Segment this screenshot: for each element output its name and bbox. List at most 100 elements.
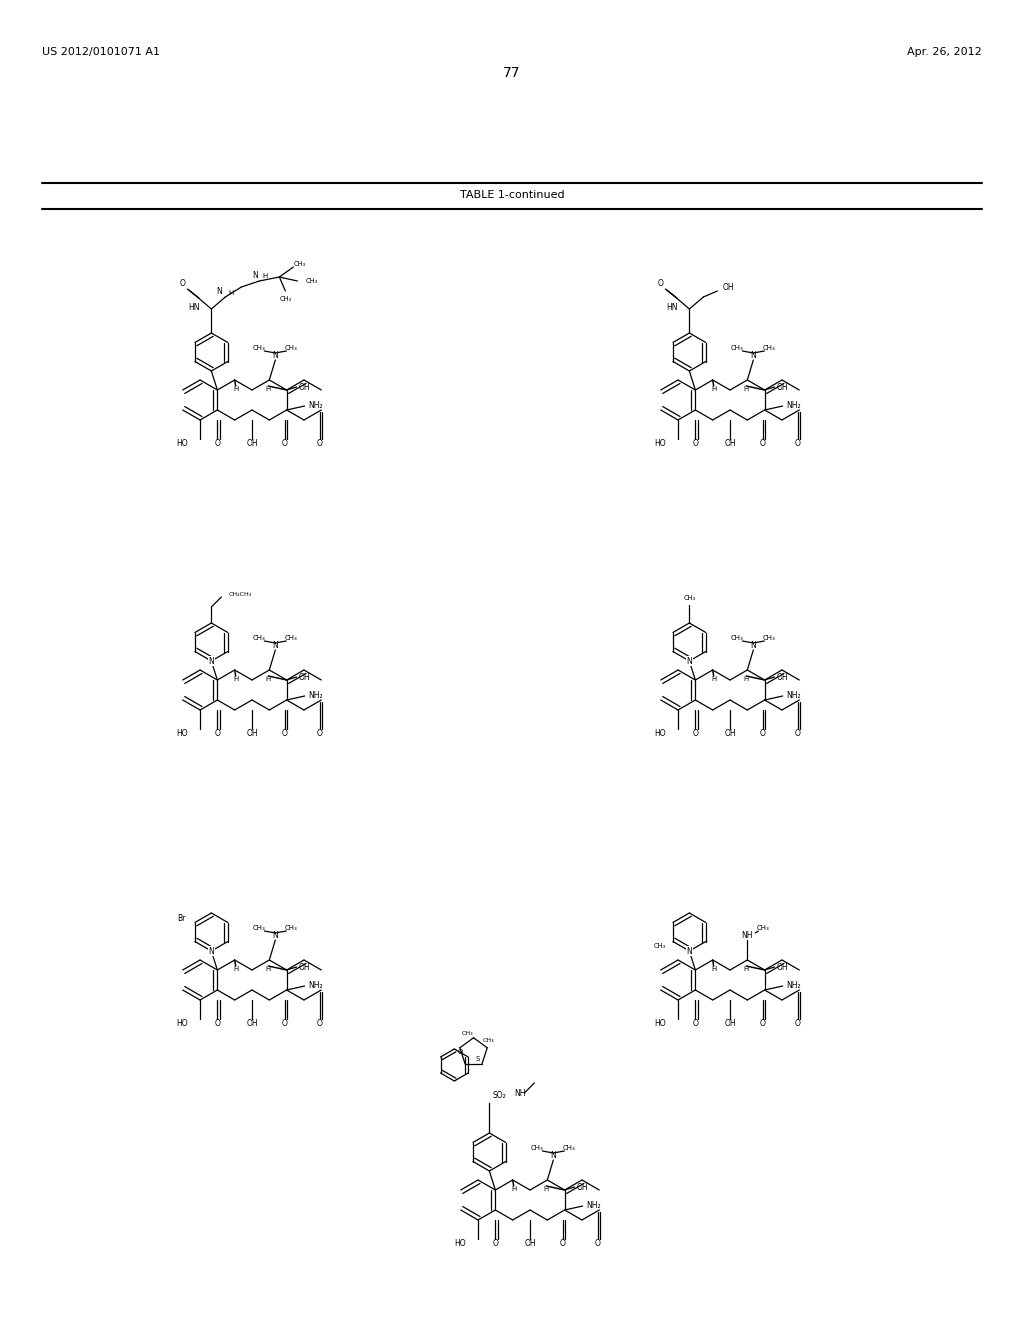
Text: CH₃: CH₃ <box>462 1031 474 1036</box>
Text: CH₃: CH₃ <box>285 635 298 642</box>
Text: OH: OH <box>524 1239 536 1249</box>
Text: H: H <box>743 966 749 972</box>
Text: HN: HN <box>187 302 200 312</box>
Text: O: O <box>760 1019 766 1028</box>
Text: N: N <box>751 351 756 360</box>
Text: O: O <box>795 440 801 449</box>
Text: CH₃: CH₃ <box>285 345 298 351</box>
Text: CH₃: CH₃ <box>563 1144 575 1151</box>
Text: N: N <box>217 286 222 296</box>
Text: CH₃: CH₃ <box>285 925 298 931</box>
Text: O: O <box>214 440 220 449</box>
Text: O: O <box>657 280 664 289</box>
Text: O: O <box>316 730 323 738</box>
Text: N: N <box>272 932 279 940</box>
Text: O: O <box>282 440 288 449</box>
Text: CH₃: CH₃ <box>763 345 776 351</box>
Text: H: H <box>265 385 271 392</box>
Text: CH₃: CH₃ <box>280 296 292 302</box>
Text: CH₃: CH₃ <box>305 279 317 284</box>
Text: Apr. 26, 2012: Apr. 26, 2012 <box>907 48 982 57</box>
Text: US 2012/0101071 A1: US 2012/0101071 A1 <box>42 48 160 57</box>
Text: O: O <box>316 1019 323 1028</box>
Text: H: H <box>228 290 233 296</box>
Text: N: N <box>272 642 279 651</box>
Text: OH: OH <box>724 440 736 449</box>
Text: O: O <box>214 730 220 738</box>
Text: O: O <box>179 280 185 289</box>
Text: N: N <box>551 1151 556 1160</box>
Text: H: H <box>233 385 239 392</box>
Text: O: O <box>760 440 766 449</box>
Text: CH₃: CH₃ <box>731 345 743 351</box>
Text: NH₂: NH₂ <box>786 400 801 409</box>
Text: HO: HO <box>654 440 666 449</box>
Text: NH: NH <box>741 932 753 940</box>
Text: OH: OH <box>246 440 258 449</box>
Text: H: H <box>233 676 239 682</box>
Text: O: O <box>214 1019 220 1028</box>
Text: NH₂: NH₂ <box>308 981 324 990</box>
Text: OH: OH <box>724 1019 736 1028</box>
Text: O: O <box>692 730 698 738</box>
Text: H: H <box>265 676 271 682</box>
Text: O: O <box>795 730 801 738</box>
Text: HO: HO <box>176 440 187 449</box>
Text: S: S <box>476 1056 480 1063</box>
Text: CH₃: CH₃ <box>654 942 666 949</box>
Text: OH: OH <box>776 962 788 972</box>
Text: O: O <box>760 730 766 738</box>
Text: NH₂: NH₂ <box>308 690 324 700</box>
Text: NH₂: NH₂ <box>587 1200 601 1209</box>
Text: OH: OH <box>299 383 310 392</box>
Text: CH₂CH₃: CH₂CH₃ <box>228 591 252 597</box>
Text: HN: HN <box>666 302 677 312</box>
Text: OH: OH <box>776 672 788 681</box>
Text: CH₃: CH₃ <box>763 635 776 642</box>
Text: NH₂: NH₂ <box>786 690 801 700</box>
Text: CH₃: CH₃ <box>253 345 265 351</box>
Text: N: N <box>253 271 258 280</box>
Text: N: N <box>272 351 279 360</box>
Text: CH₃: CH₃ <box>482 1038 494 1043</box>
Text: NH₂: NH₂ <box>786 981 801 990</box>
Text: HO: HO <box>654 730 666 738</box>
Text: O: O <box>595 1239 600 1249</box>
Text: N: N <box>751 642 756 651</box>
Text: HO: HO <box>455 1239 466 1249</box>
Text: N: N <box>209 656 214 665</box>
Text: H: H <box>265 966 271 972</box>
Text: H: H <box>711 385 717 392</box>
Text: NH₂: NH₂ <box>308 400 324 409</box>
Text: OH: OH <box>577 1183 588 1192</box>
Text: CH₃: CH₃ <box>731 635 743 642</box>
Text: H: H <box>511 1185 516 1192</box>
Text: CH₃: CH₃ <box>293 261 305 267</box>
Text: CH₃: CH₃ <box>253 635 265 642</box>
Text: O: O <box>795 1019 801 1028</box>
Text: O: O <box>692 1019 698 1028</box>
Text: 77: 77 <box>503 66 521 81</box>
Text: N: N <box>209 946 214 956</box>
Text: CH₃: CH₃ <box>253 925 265 931</box>
Text: CH₃: CH₃ <box>683 595 695 601</box>
Text: O: O <box>316 440 323 449</box>
Text: CH₃: CH₃ <box>531 1144 544 1151</box>
Text: HO: HO <box>654 1019 666 1028</box>
Text: O: O <box>560 1239 566 1249</box>
Text: H: H <box>544 1185 549 1192</box>
Text: Br: Br <box>178 913 186 923</box>
Text: HO: HO <box>176 730 187 738</box>
Text: SO₂: SO₂ <box>493 1090 506 1100</box>
Text: N: N <box>686 946 692 956</box>
Text: O: O <box>692 440 698 449</box>
Text: H: H <box>262 273 267 279</box>
Text: CH₃: CH₃ <box>757 925 770 931</box>
Text: O: O <box>458 1049 463 1055</box>
Text: OH: OH <box>722 284 734 293</box>
Text: O: O <box>282 730 288 738</box>
Text: OH: OH <box>776 383 788 392</box>
Text: OH: OH <box>246 730 258 738</box>
Text: OH: OH <box>299 962 310 972</box>
Text: H: H <box>711 966 717 972</box>
